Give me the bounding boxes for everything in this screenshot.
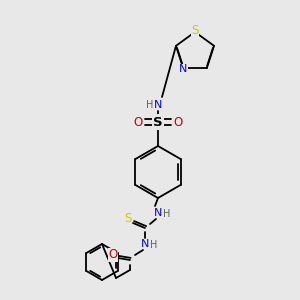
Text: H: H (163, 209, 171, 219)
Text: S: S (124, 212, 132, 224)
Text: N: N (154, 100, 162, 110)
Text: H: H (146, 100, 154, 110)
Text: S: S (191, 25, 199, 38)
Text: N: N (179, 64, 188, 74)
Text: O: O (173, 116, 183, 128)
Text: H: H (150, 240, 158, 250)
Text: N: N (141, 239, 149, 249)
Text: S: S (153, 116, 163, 128)
Text: O: O (134, 116, 142, 128)
Text: N: N (154, 208, 162, 218)
Text: O: O (108, 248, 118, 262)
